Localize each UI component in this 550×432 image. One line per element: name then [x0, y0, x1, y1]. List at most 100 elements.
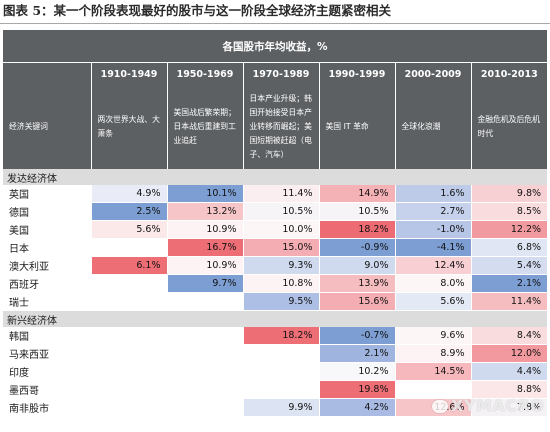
stock-returns-table: 各国股市年均收益，% 1910-1949 1950-1969 1970-1989… — [3, 30, 548, 417]
return-cell: -0.7% — [318, 327, 395, 345]
keyword-cell: 金融危机及后危机时代 — [470, 85, 548, 169]
country-name: 马来西亚 — [3, 344, 91, 363]
return-cell: 8.9% — [394, 344, 471, 363]
return-cell: 14.5% — [394, 362, 471, 381]
return-cell: 15.6% — [318, 292, 395, 311]
section-title: 发达经济体 — [3, 169, 548, 185]
table-body: 发达经济体 英国 4.9% 10.1% 11.4% 14.9% 1.6% 9.8% 德国 2.5%… — [3, 169, 548, 417]
country-name: 韩国 — [3, 327, 91, 345]
return-cell — [166, 362, 243, 381]
return-cell: 8.4% — [470, 327, 548, 345]
return-cell: 2.1% — [470, 274, 548, 293]
period-header: 1950-1969 — [166, 62, 243, 85]
keyword-header-row: 经济关键词 两次世界大战、大萧条 美国战后繁荣期；日本战后重建到工业追赶 日本产… — [3, 85, 548, 169]
return-cell: 4.9% — [90, 185, 167, 203]
period-header-blank — [3, 62, 91, 85]
wechat-icon — [432, 400, 448, 413]
country-name: 西班牙 — [3, 274, 91, 293]
return-cell: 6.1% — [90, 256, 167, 275]
return-cell — [242, 362, 319, 381]
period-header: 1970-1989 — [242, 62, 319, 85]
return-cell: -4.1% — [394, 238, 471, 257]
keyword-row-label: 经济关键词 — [9, 122, 48, 131]
return-cell: 8.8% — [470, 380, 548, 399]
table-row: 瑞士 9.5% 15.6% 5.6% 11.4% — [3, 292, 548, 311]
return-cell — [394, 380, 471, 399]
country-name: 澳大利亚 — [3, 256, 91, 275]
return-cell: 10.8% — [242, 274, 319, 293]
period-header: 1990-1999 — [318, 62, 395, 85]
country-name: 美国 — [3, 220, 91, 239]
watermark-text: XYMACRO — [451, 396, 545, 415]
return-cell: 2.1% — [318, 344, 395, 363]
keyword-cell: 美国 IT 革命 — [318, 85, 395, 169]
table-row: 澳大利亚 6.1% 10.9% 9.3% 9.0% 12.4% 5.4% — [3, 256, 548, 275]
return-cell: 8.5% — [470, 202, 548, 221]
period-header-row: 1910-1949 1950-1969 1970-1989 1990-1999 … — [3, 62, 548, 85]
return-cell: 19.8% — [318, 380, 395, 399]
table-row: 美国 5.6% 10.9% 10.0% 18.2% -1.0% 12.2% — [3, 220, 548, 239]
return-cell: 9.3% — [242, 256, 319, 275]
return-cell: 9.7% — [166, 274, 243, 293]
table-row: 韩国 18.2% -0.7% 9.6% 8.4% — [3, 327, 548, 345]
keyword-cell: 美国战后繁荣期；日本战后重建到工业追赶 — [166, 85, 243, 169]
section-header-row: 发达经济体 — [3, 169, 548, 185]
return-cell: 13.9% — [318, 274, 395, 293]
period-header: 1910-1949 — [90, 62, 167, 85]
country-name: 印度 — [3, 362, 91, 381]
returns-table-wrapper: 各国股市年均收益，% 1910-1949 1950-1969 1970-1989… — [3, 30, 548, 417]
return-cell: 8.0% — [394, 274, 471, 293]
return-cell: 1.6% — [394, 185, 471, 203]
return-cell — [90, 327, 167, 345]
return-cell: 4.4% — [470, 362, 548, 381]
return-cell: 11.4% — [470, 292, 548, 311]
return-cell: 9.9% — [242, 398, 319, 417]
return-cell — [90, 362, 167, 381]
return-cell: 9.6% — [394, 327, 471, 345]
country-name: 英国 — [3, 185, 91, 203]
country-name: 墨西哥 — [3, 380, 91, 399]
return-cell: 2.7% — [394, 202, 471, 221]
return-cell: 10.9% — [166, 220, 243, 239]
return-cell: 10.2% — [318, 362, 395, 381]
table-row: 德国 2.5% 13.2% 10.5% 10.5% 2.7% 8.5% — [3, 202, 548, 221]
country-name: 日本 — [3, 238, 91, 257]
return-cell: -0.9% — [318, 238, 395, 257]
return-cell: 10.1% — [166, 185, 243, 203]
return-cell — [166, 327, 243, 345]
return-cell: 10.0% — [242, 220, 319, 239]
return-cell: 9.5% — [242, 292, 319, 311]
return-cell: 2.5% — [90, 202, 167, 221]
return-cell: 11.4% — [242, 185, 319, 203]
keyword-cell: 日本产业升级；韩国开始接受日本产业转移而崛起；美国短期被赶超（电子、汽车） — [242, 85, 319, 169]
return-cell: 5.4% — [470, 256, 548, 275]
section-header-row: 新兴经济体 — [3, 310, 548, 327]
return-cell — [242, 380, 319, 399]
return-cell: 12.0% — [470, 344, 548, 363]
table-row: 墨西哥 19.8% 8.8% — [3, 380, 548, 399]
return-cell: 12.2% — [470, 220, 548, 239]
return-cell: 4.2% — [318, 398, 395, 417]
return-cell — [166, 398, 243, 417]
country-name: 德国 — [3, 202, 91, 221]
keyword-cell: 全球化浪潮 — [394, 85, 471, 169]
table-row: 日本 16.7% 15.0% -0.9% -4.1% 6.8% — [3, 238, 548, 257]
return-cell — [90, 274, 167, 293]
country-name: 南非股市 — [3, 398, 91, 417]
period-header: 2000-2009 — [394, 62, 471, 85]
period-header: 2010-2013 — [470, 62, 548, 85]
section-title: 新兴经济体 — [3, 310, 548, 327]
return-cell: 10.5% — [318, 202, 395, 221]
return-cell — [166, 292, 243, 311]
return-cell — [90, 398, 167, 417]
return-cell — [90, 292, 167, 311]
return-cell: 10.9% — [166, 256, 243, 275]
table-header-title-row: 各国股市年均收益，% — [3, 30, 548, 63]
return-cell: 5.6% — [394, 292, 471, 311]
return-cell: -1.0% — [394, 220, 471, 239]
table-row: 马来西亚 2.1% 8.9% 12.0% — [3, 344, 548, 363]
table-row: 西班牙 9.7% 10.8% 13.9% 8.0% 2.1% — [3, 274, 548, 293]
return-cell: 5.6% — [90, 220, 167, 239]
return-cell: 12.4% — [394, 256, 471, 275]
figure-title: 图表 5：某一个阶段表现最好的股市与这一阶段全球经济主题紧密相关 — [0, 0, 550, 24]
